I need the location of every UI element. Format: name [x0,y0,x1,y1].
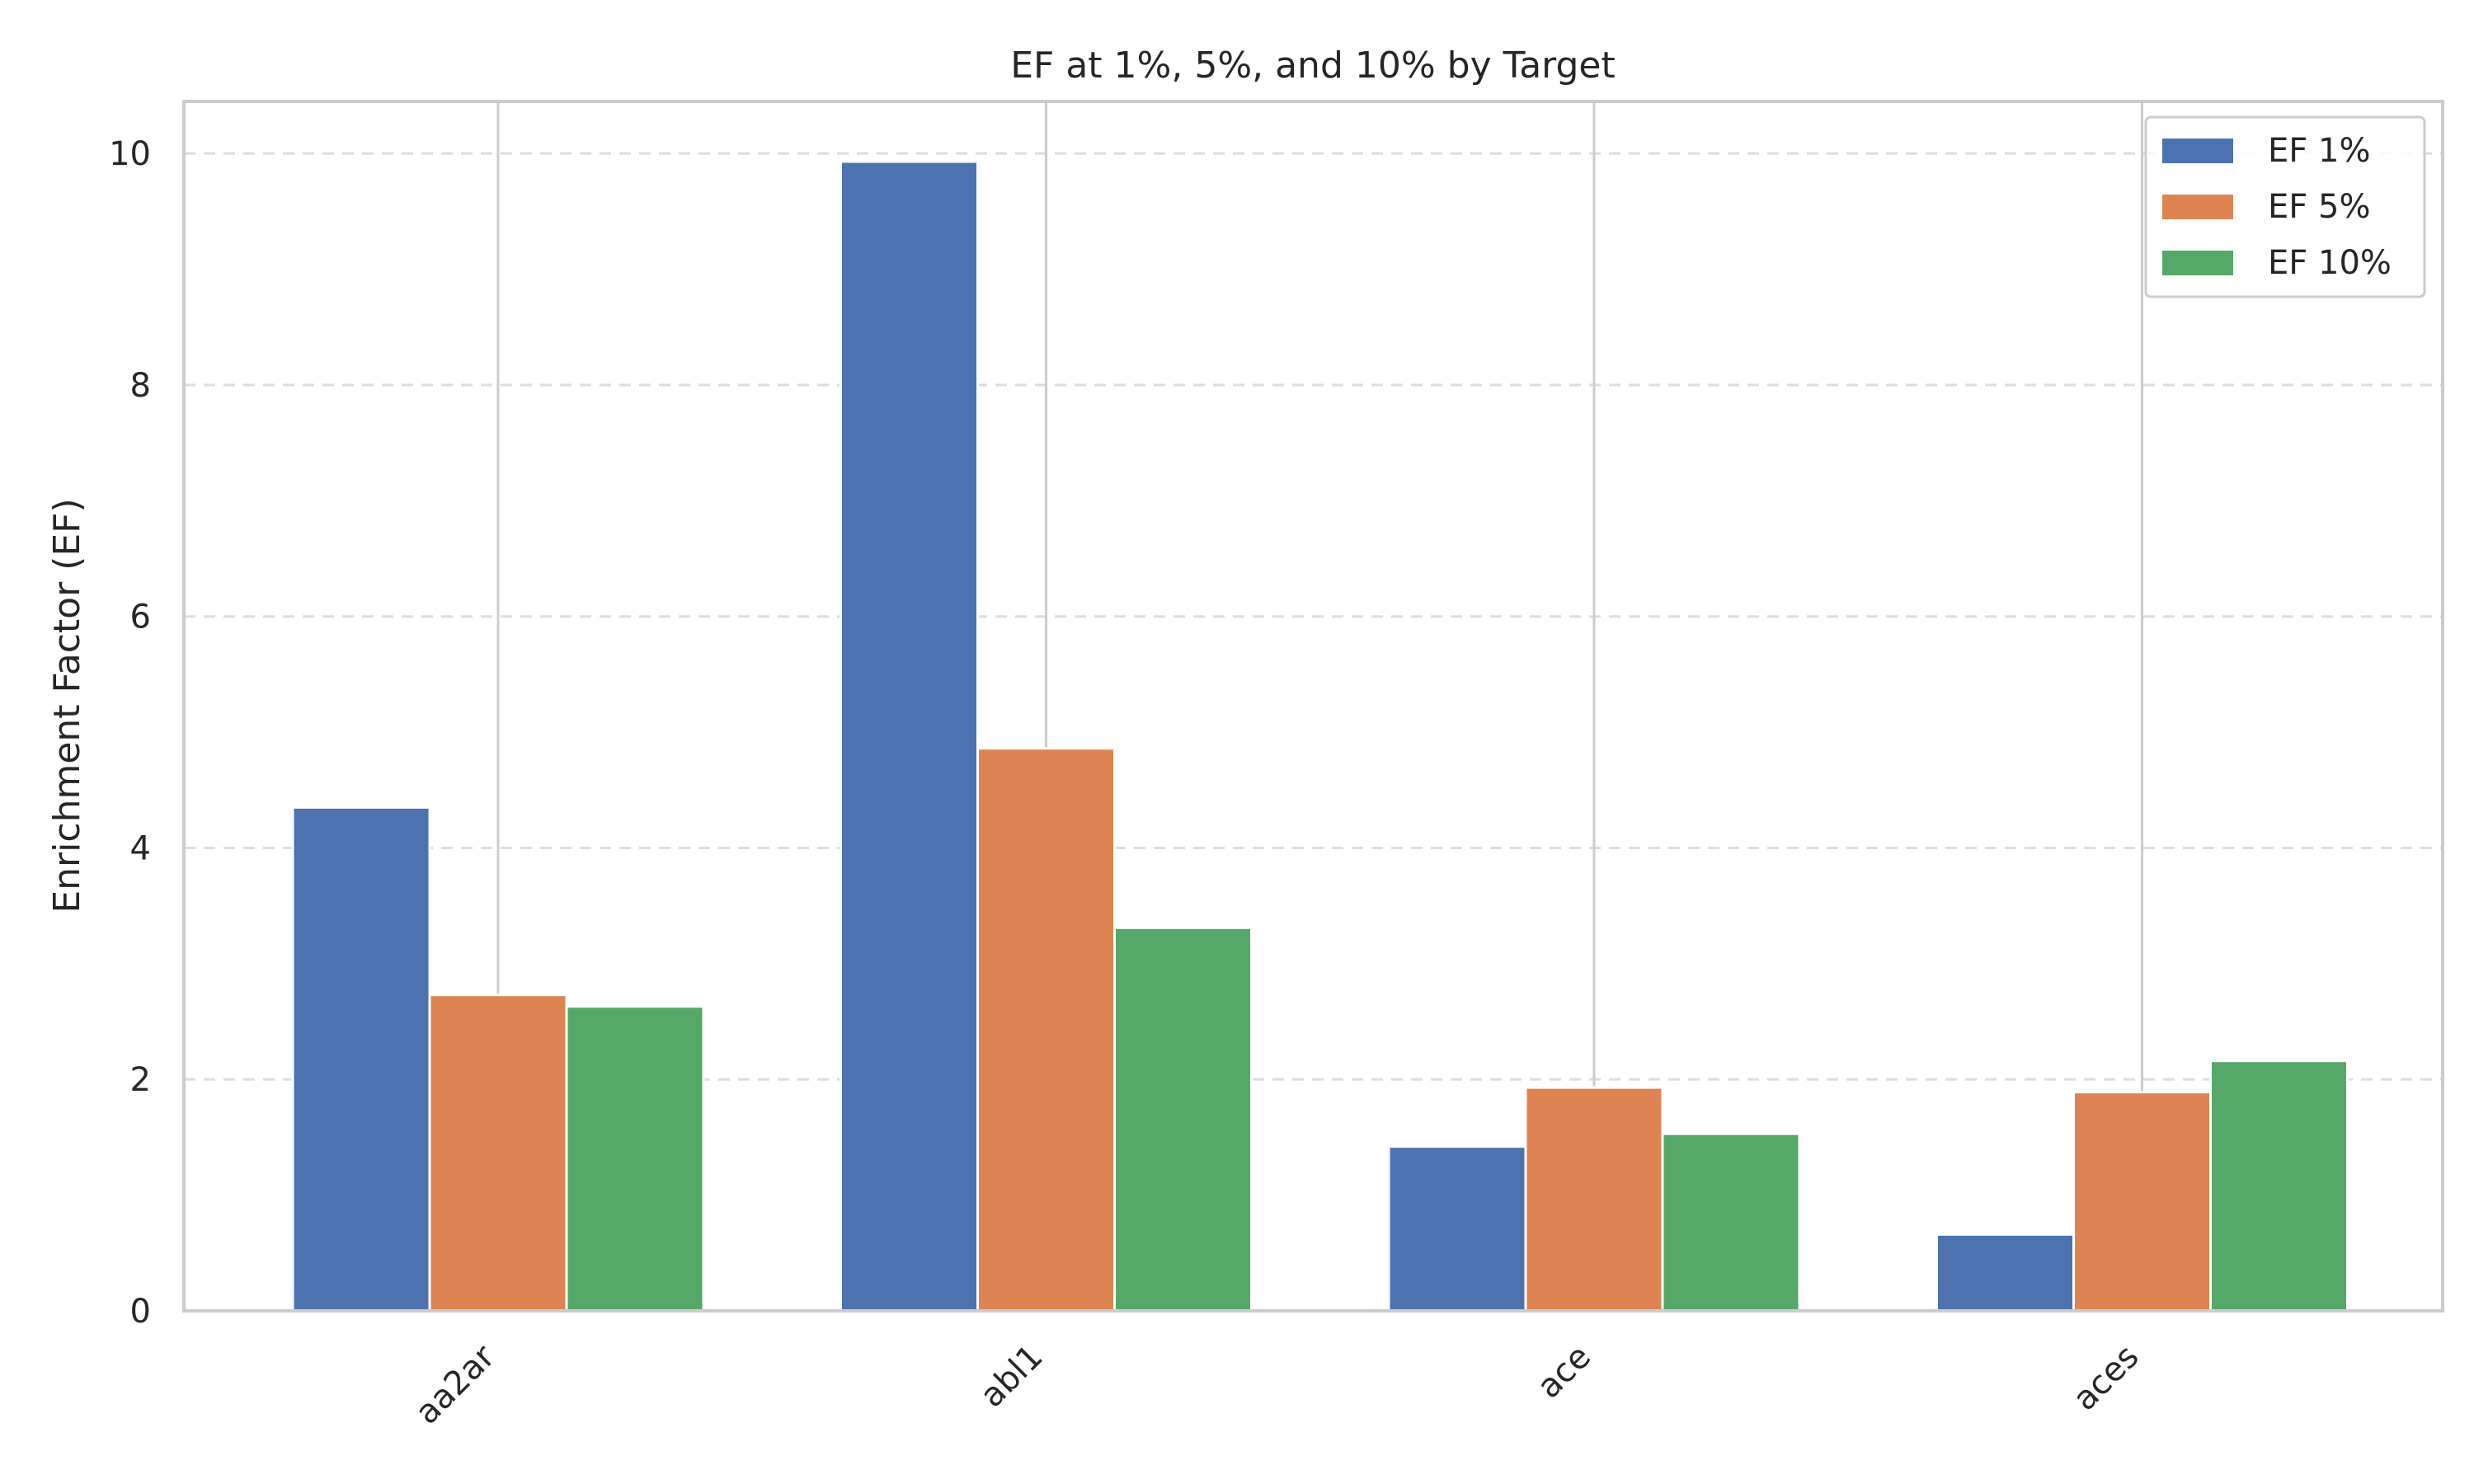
bar-aces-ef10 [2209,1059,2349,1313]
bar-abl1-ef10 [1113,926,1253,1313]
bars [291,160,2349,1313]
chart-title: EF at 1%, 5%, and 10% by Target [1010,45,1615,87]
bar-ace-ef1 [1387,1145,1527,1313]
y-tick-label: 4 [130,829,151,867]
legend-swatch [2162,195,2233,219]
y-tick-label: 0 [130,1293,151,1331]
bar-ace-ef5 [1524,1086,1664,1313]
bar-abl1-ef5 [976,747,1116,1313]
legend-swatch [2162,139,2233,163]
plot-frame [182,100,2444,1313]
bar-aces-ef5 [2072,1091,2212,1313]
bar-abl1-ef1 [840,160,979,1313]
y-axis-label: Enrichment Factor (EF) [46,498,88,913]
bar-aa2ar-ef1 [291,805,431,1313]
y-tick-label: 6 [130,599,151,636]
y-tick-label: 2 [130,1061,151,1099]
y-tick-labels: 0 2 4 6 8 10 [109,135,151,1331]
y-tick-label: 8 [130,367,151,405]
legend-swatch [2162,251,2233,275]
bar-ace-ef10 [1661,1132,1801,1313]
bar-aces-ef1 [1935,1233,2075,1313]
legend-label: EF 5% [2268,188,2370,226]
legend-label: EF 10% [2268,244,2392,282]
bar-aa2ar-ef5 [428,993,568,1313]
y-tick-label: 10 [109,135,151,173]
legend: EF 1% EF 5% EF 10% [2144,115,2426,298]
legend-label: EF 1% [2268,132,2370,170]
bar-aa2ar-ef10 [565,1005,705,1313]
